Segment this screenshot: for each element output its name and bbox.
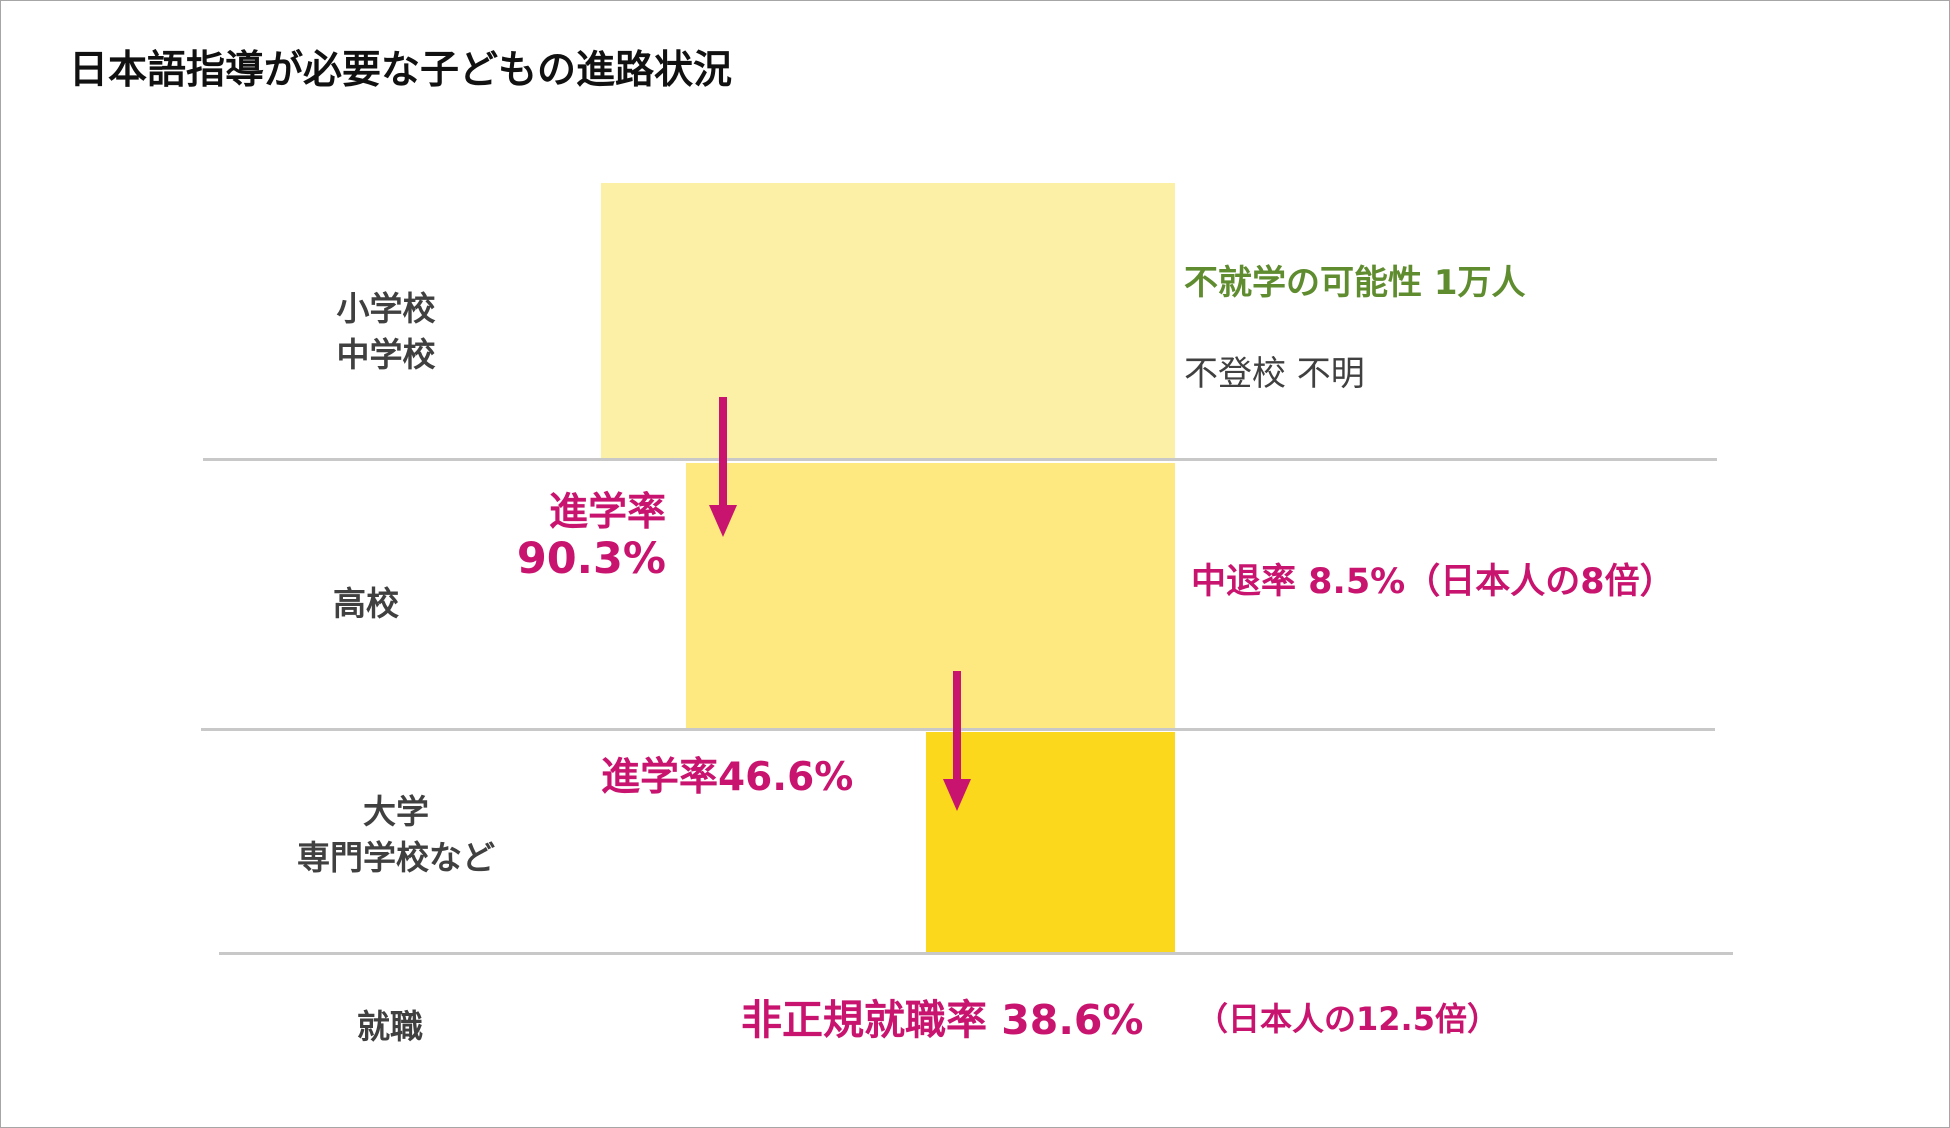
irregular-employment-rate: 非正規就職率 38.6% (741, 996, 1144, 1044)
stage-label-university-line2: 専門学校など (297, 838, 495, 877)
stage-label-university: 大学 専門学校など (271, 789, 521, 881)
separator-line (219, 952, 1733, 955)
irregular-employment-note: （日本人の12.5倍） (1196, 1000, 1499, 1038)
absent-unknown-label: 不登校 不明 (1184, 354, 1365, 394)
separator-line (203, 458, 1717, 461)
high-school-bar (686, 463, 1175, 728)
stage-label-elementary: 小学校 (336, 289, 436, 328)
stage-label-employment: 就職 (357, 1007, 423, 1046)
stage-label-elementary-middle: 小学校 中学校 (301, 286, 471, 378)
elementary-middle-bar (601, 183, 1175, 459)
page-title: 日本語指導が必要な子どもの進路状況 (69, 48, 733, 93)
university-bar (926, 732, 1175, 952)
hs-dropout-label: 中退率 8.5%（日本人の8倍） (1191, 562, 1675, 602)
hs-advance-label: 進学率 (548, 490, 666, 535)
hs-advance-value: 90.3% (516, 534, 666, 584)
univ-advance-label: 進学率46.6% (601, 755, 854, 800)
down-arrow-icon (943, 671, 971, 811)
non-attendance-label: 不就学の可能性 1万人 (1184, 263, 1526, 303)
stage-label-high-school: 高校 (333, 584, 399, 623)
stage-label-middle: 中学校 (336, 335, 436, 374)
down-arrow-icon (709, 397, 737, 537)
stage-label-university-line1: 大学 (363, 792, 429, 831)
